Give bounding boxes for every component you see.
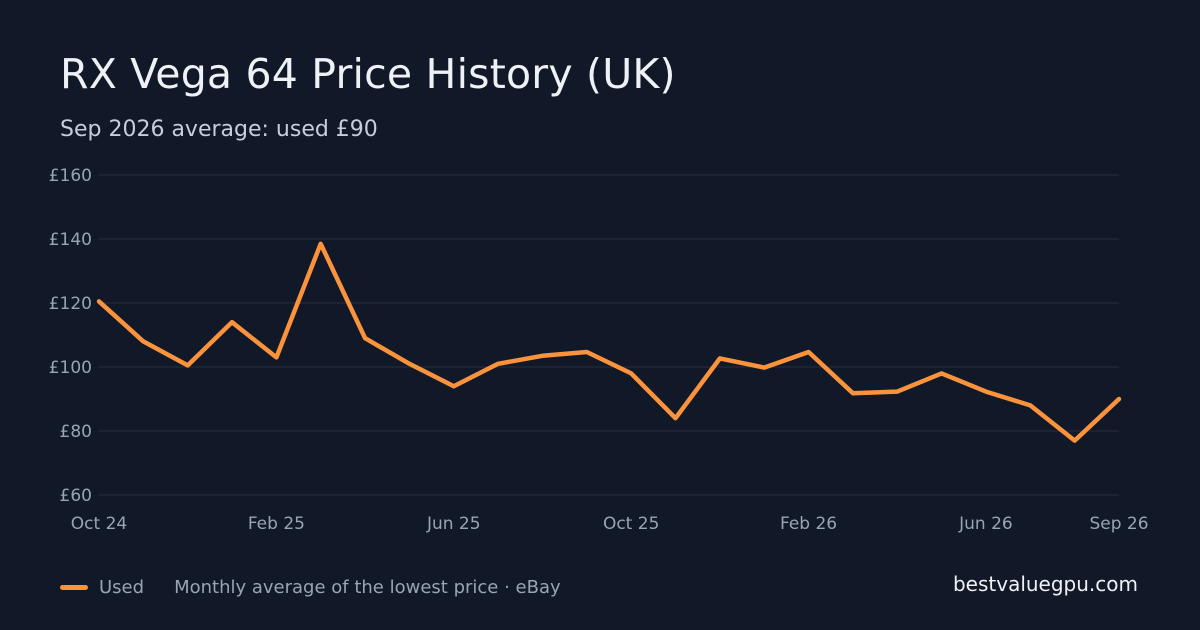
series-line-used: [96, 241, 1122, 443]
x-tick-label: Oct 25: [603, 514, 659, 534]
y-tick-label: £60: [60, 486, 92, 506]
y-tick-label: £140: [49, 230, 92, 250]
legend-note: Monthly average of the lowest price · eB…: [174, 576, 561, 598]
y-tick-label: £120: [49, 294, 92, 314]
legend-label-used: Used: [99, 576, 145, 598]
chart-subtitle: Sep 2026 average: used £90: [60, 117, 378, 142]
x-tick-label: Oct 24: [71, 514, 127, 534]
legend: Used Monthly average of the lowest price…: [60, 574, 561, 600]
legend-swatch-used: [60, 584, 88, 590]
x-tick-label: Sep 26: [1089, 514, 1148, 534]
brand-link[interactable]: bestvaluegpu.com: [952, 572, 1138, 596]
y-tick-label: £80: [60, 422, 92, 442]
x-tick-label: Feb 25: [248, 514, 305, 534]
x-tick-label: Jun 26: [958, 514, 1013, 534]
chart-title: RX Vega 64 Price History (UK): [60, 50, 676, 98]
y-tick-label: £100: [49, 358, 92, 378]
x-tick-label: Feb 26: [780, 514, 837, 534]
x-tick-label: Jun 25: [426, 514, 481, 534]
y-tick-label: £160: [49, 166, 92, 186]
